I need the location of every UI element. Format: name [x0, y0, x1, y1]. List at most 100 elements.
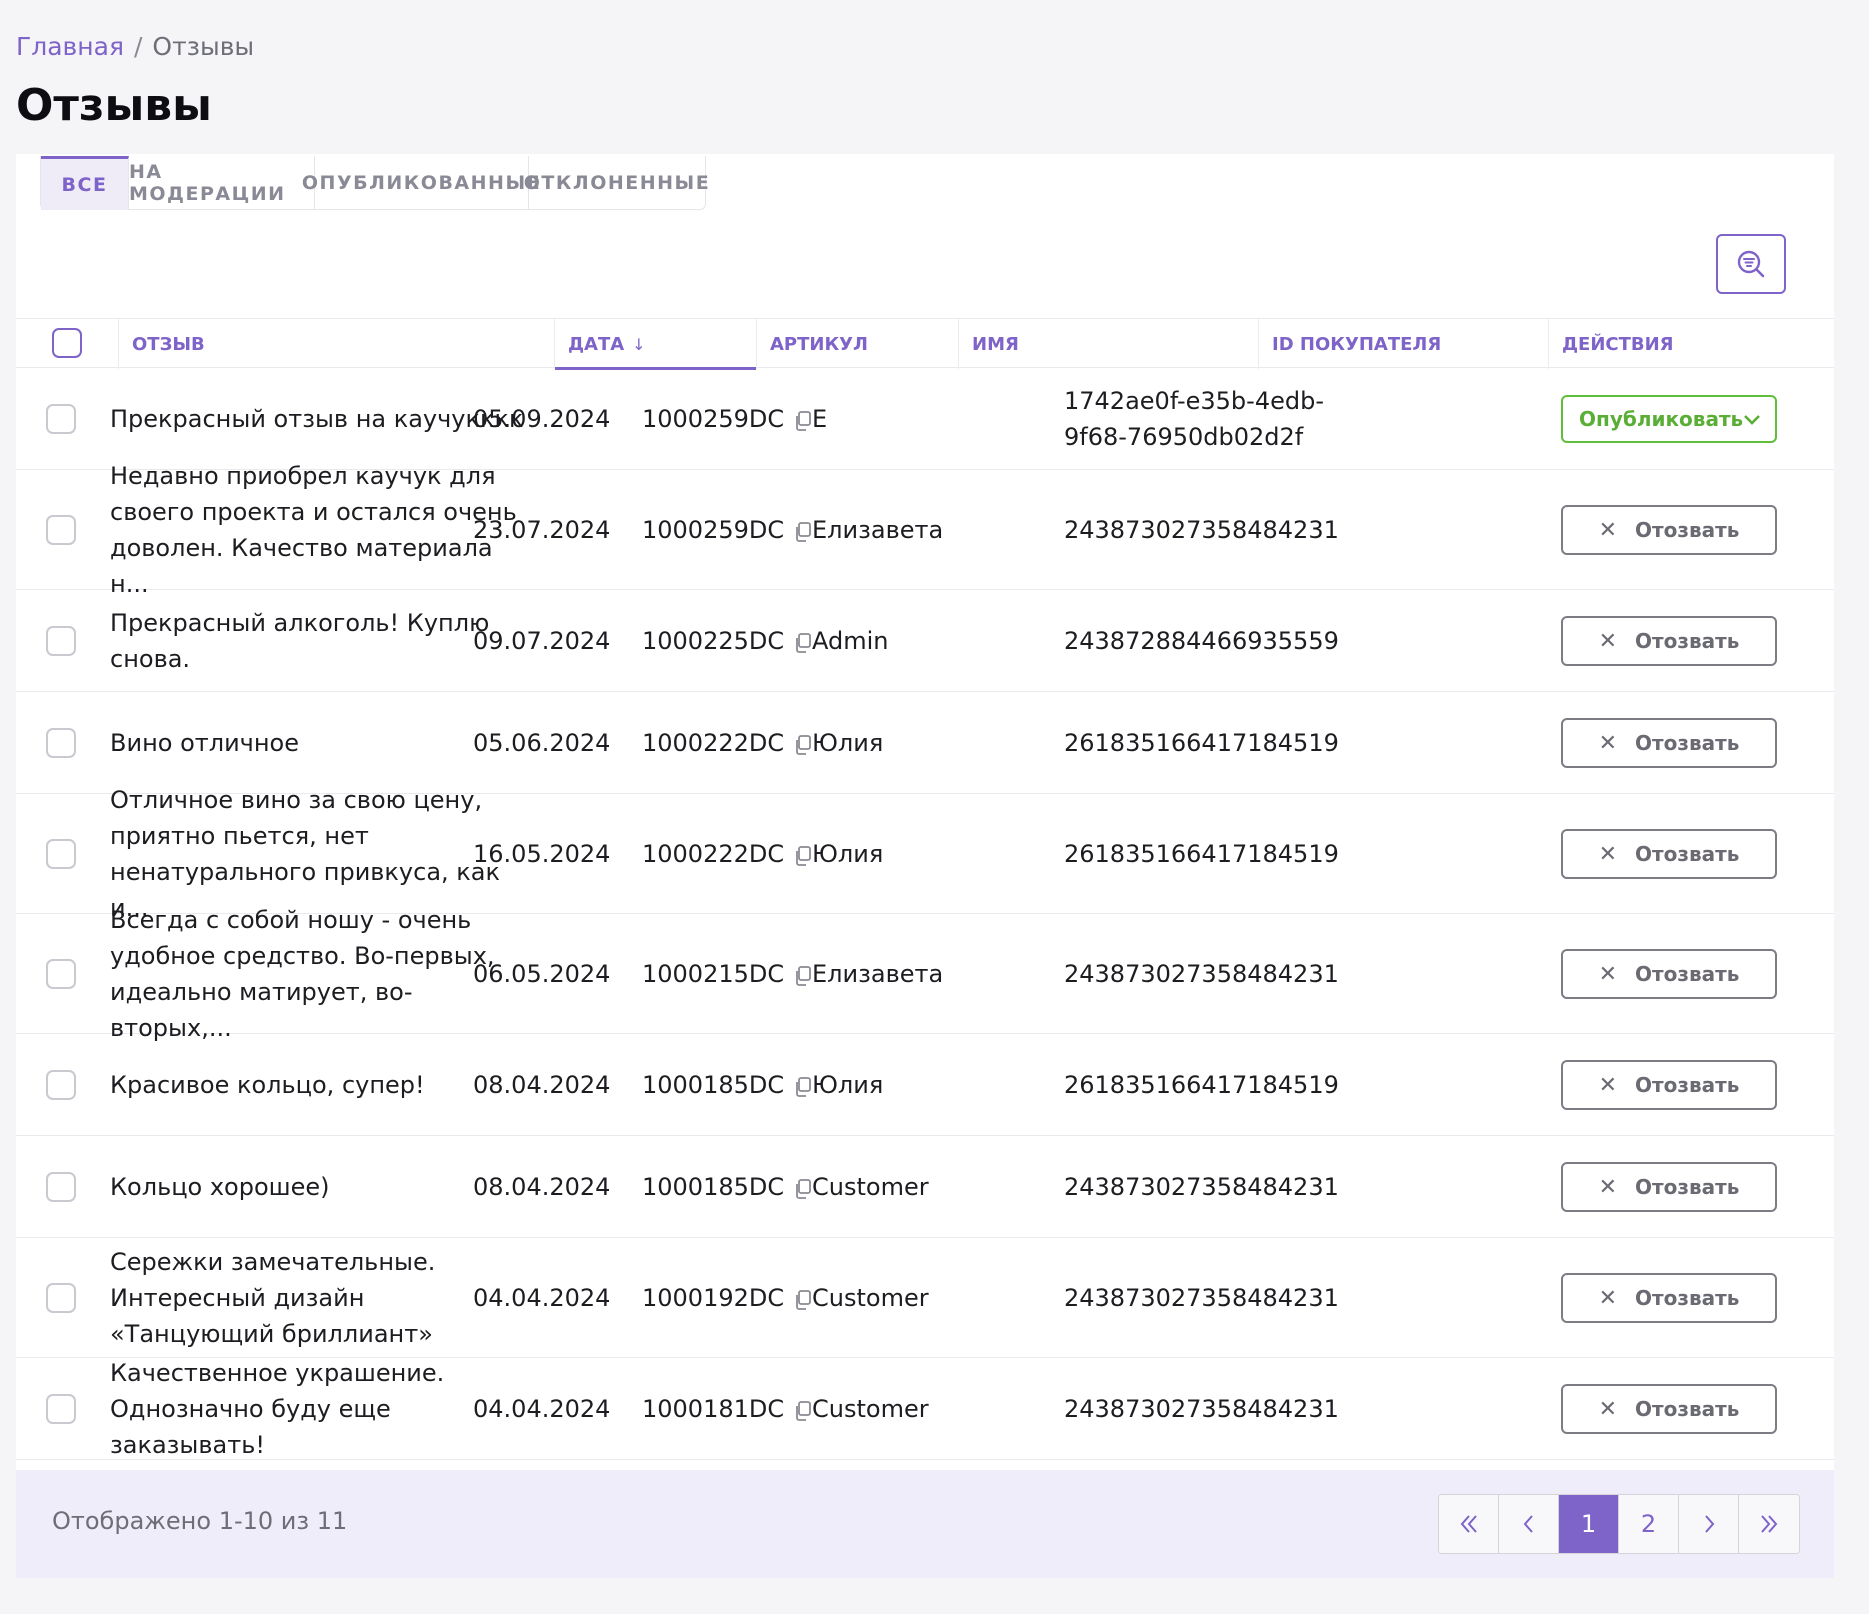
- select-all-checkbox[interactable]: [52, 328, 82, 358]
- header-buyer-id[interactable]: ID ПОКУПАТЕЛЯ: [1258, 319, 1548, 369]
- select-all-cell: [52, 319, 102, 367]
- sku-cell: 1000222DC: [642, 794, 812, 913]
- buyer-id-cell: 243873027358484231: [1064, 470, 1344, 589]
- date-cell: 04.04.2024: [473, 1283, 611, 1312]
- review-text: Кольцо хорошее): [110, 1172, 330, 1201]
- table-row: Кольцо хорошее) 08.04.2024 1000185DC Custom…: [16, 1136, 1834, 1238]
- header-date[interactable]: ДАТА ↓: [554, 319, 756, 370]
- row-checkbox[interactable]: [46, 727, 76, 758]
- sku-text: 1000222DC: [642, 839, 785, 868]
- next-page-button[interactable]: [1679, 1495, 1739, 1553]
- revoke-button[interactable]: ✕ Отозвать: [1561, 718, 1777, 768]
- page-2-button[interactable]: 2: [1619, 1495, 1679, 1553]
- header-review[interactable]: ОТЗЫВ: [118, 319, 554, 369]
- tab-rejected[interactable]: ОТКЛОНЕННЫЕ: [523, 172, 711, 194]
- row-checkbox[interactable]: [46, 625, 76, 656]
- close-icon: ✕: [1598, 1285, 1618, 1311]
- revoke-button-label: Отозвать: [1635, 731, 1740, 755]
- copy-icon[interactable]: [794, 520, 812, 542]
- sku-text: 1000185DC: [642, 1172, 785, 1201]
- filter-button[interactable]: [1716, 234, 1786, 294]
- publish-dropdown-button[interactable]: Опубликовать: [1561, 395, 1777, 443]
- buyer-id-text: 243873027358484231: [1064, 515, 1339, 544]
- date-cell: 06.05.2024: [473, 959, 611, 988]
- table-row: Прекрасный алкоголь! Куплю снова. 09.07.2…: [16, 590, 1834, 692]
- row-select-cell: [46, 1136, 76, 1237]
- tab-all[interactable]: ВСЕ: [41, 156, 129, 210]
- copy-icon[interactable]: [794, 1288, 812, 1310]
- review-text: Сережки замечательные. Интересный дизайн…: [110, 1247, 436, 1348]
- buyer-id-cell: 243873027358484231: [1064, 914, 1344, 1033]
- header-actions: ДЕЙСТВИЯ: [1548, 319, 1834, 369]
- name-cell: Елизавета: [812, 515, 944, 544]
- row-checkbox[interactable]: [46, 514, 76, 545]
- revoke-button[interactable]: ✕ Отозвать: [1561, 1384, 1777, 1434]
- name-cell: Елизавета: [812, 959, 944, 988]
- chevron-right-icon: [1704, 1515, 1714, 1533]
- tab-published[interactable]: ОПУБЛИКОВАННЫЕ: [302, 156, 540, 210]
- row-checkbox[interactable]: [46, 1282, 76, 1313]
- copy-icon[interactable]: [794, 964, 812, 986]
- row-checkbox[interactable]: [46, 1393, 76, 1424]
- row-checkbox[interactable]: [46, 838, 76, 869]
- first-page-button[interactable]: [1439, 1495, 1499, 1553]
- pagination: 1 2: [1438, 1494, 1800, 1554]
- prev-page-button[interactable]: [1499, 1495, 1559, 1553]
- revoke-button[interactable]: ✕ Отозвать: [1561, 1060, 1777, 1110]
- name-cell: Customer: [812, 1172, 929, 1201]
- sku-text: 1000222DC: [642, 728, 785, 757]
- tab-moderation[interactable]: НА МОДЕРАЦИИ: [129, 156, 315, 210]
- review-cell[interactable]: Сережки замечательные. Интересный дизайн…: [110, 1238, 550, 1357]
- header-sku[interactable]: АРТИКУЛ: [756, 319, 958, 369]
- reviews-table: ОТЗЫВ ДАТА ↓ АРТИКУЛ ИМЯ ID ПОКУПАТЕЛЯ ДЕ…: [16, 318, 1834, 1460]
- review-cell[interactable]: Кольцо хорошее): [110, 1136, 550, 1237]
- row-checkbox[interactable]: [46, 958, 76, 989]
- close-icon: ✕: [1598, 1072, 1618, 1098]
- row-checkbox[interactable]: [46, 1171, 76, 1202]
- review-cell[interactable]: Качественное украшение. Однозначно буду …: [110, 1358, 550, 1459]
- copy-icon[interactable]: [794, 733, 812, 755]
- revoke-button-label: Отозвать: [1635, 1175, 1740, 1199]
- revoke-button[interactable]: ✕ Отозвать: [1561, 949, 1777, 999]
- revoke-button[interactable]: ✕ Отозвать: [1561, 616, 1777, 666]
- review-cell[interactable]: Отличное вино за свою цену, приятно пьет…: [110, 786, 550, 922]
- revoke-button[interactable]: ✕ Отозвать: [1561, 829, 1777, 879]
- copy-icon[interactable]: [794, 844, 812, 866]
- review-cell[interactable]: Прекрасный отзыв на каучукккк: [110, 368, 550, 469]
- name-cell: Customer: [812, 1283, 929, 1312]
- buyer-id-cell: 243873027358484231: [1064, 1136, 1344, 1237]
- sku-cell: 1000259DC: [642, 368, 812, 469]
- buyer-id-cell: 1742ae0f-e35b-4edb-9f68-76950db02d2f: [1064, 368, 1344, 469]
- review-cell[interactable]: Недавно приобрел каучук для своего проек…: [110, 462, 550, 598]
- review-cell[interactable]: Всегда с собой ношу - очень удобное сред…: [110, 906, 550, 1042]
- row-checkbox[interactable]: [46, 403, 76, 434]
- revoke-button[interactable]: ✕ Отозвать: [1561, 1162, 1777, 1212]
- sku-text: 1000259DC: [642, 404, 785, 433]
- row-checkbox[interactable]: [46, 1069, 76, 1100]
- revoke-button[interactable]: ✕ Отозвать: [1561, 1273, 1777, 1323]
- copy-icon[interactable]: [794, 409, 812, 431]
- header-name[interactable]: ИМЯ: [958, 319, 1258, 369]
- sku-cell: 1000185DC: [642, 1136, 812, 1237]
- last-page-button[interactable]: [1739, 1495, 1799, 1553]
- copy-icon[interactable]: [794, 631, 812, 653]
- review-text: Прекрасный отзыв на каучукккк: [110, 404, 524, 433]
- row-select-cell: [46, 914, 76, 1033]
- buyer-id-text: 243873027358484231: [1064, 959, 1339, 988]
- breadcrumb-home-link[interactable]: Главная: [16, 32, 124, 61]
- review-cell[interactable]: Прекрасный алкоголь! Куплю снова.: [110, 590, 550, 691]
- review-cell[interactable]: Вино отличное: [110, 692, 550, 793]
- page-1-button[interactable]: 1: [1559, 1495, 1619, 1553]
- copy-icon[interactable]: [794, 1399, 812, 1421]
- revoke-button-label: Отозвать: [1635, 1397, 1740, 1421]
- copy-icon[interactable]: [794, 1075, 812, 1097]
- table-header: ОТЗЫВ ДАТА ↓ АРТИКУЛ ИМЯ ID ПОКУПАТЕЛЯ ДЕ…: [16, 318, 1834, 370]
- review-cell[interactable]: Красивое кольцо, супер!: [110, 1034, 550, 1135]
- buyer-id-text: 261835166417184519: [1064, 728, 1339, 757]
- row-select-cell: [46, 1358, 76, 1459]
- copy-icon[interactable]: [794, 1177, 812, 1199]
- date-cell: 04.04.2024: [473, 1394, 611, 1423]
- revoke-button[interactable]: ✕ Отозвать: [1561, 505, 1777, 555]
- table-row: Качественное украшение. Однозначно буду …: [16, 1358, 1834, 1460]
- row-select-cell: [46, 1238, 76, 1357]
